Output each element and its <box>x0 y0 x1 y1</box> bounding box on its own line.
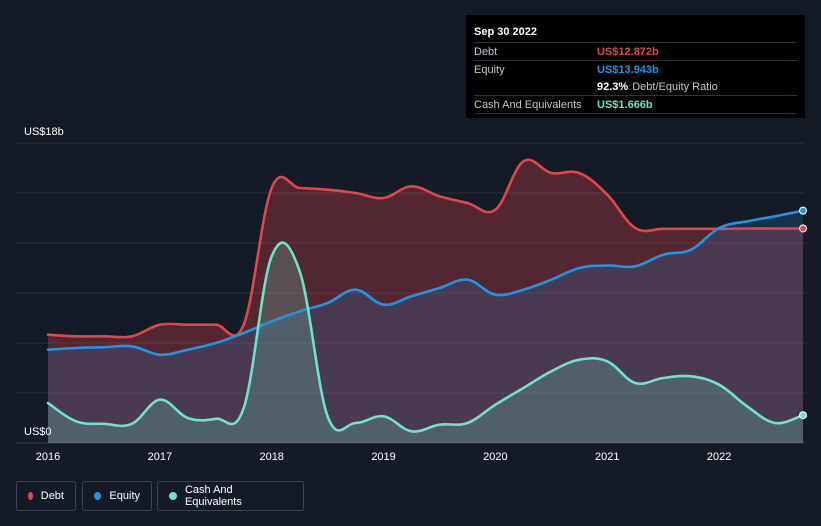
tooltip-cash-value: US$1.666b <box>597 98 653 111</box>
tooltip-equity-row: Equity US$13.943b <box>474 60 797 78</box>
x-axis-tick-label: 2020 <box>483 451 507 463</box>
x-axis-tick-label: 2017 <box>148 451 172 463</box>
tooltip-equity-value: US$13.943b <box>597 63 659 76</box>
tooltip-cash-row: Cash And Equivalents US$1.666b <box>474 95 797 114</box>
tooltip-date: Sep 30 2022 <box>474 26 537 38</box>
legend-item-equity[interactable]: Equity <box>82 481 152 511</box>
tooltip-equity-label: Equity <box>474 63 505 76</box>
cash-and-equivalents-line <box>46 241 805 433</box>
cash-and-equivalents-area <box>48 242 803 443</box>
debt-area <box>48 159 803 444</box>
debt-line <box>46 158 805 339</box>
series-end-markers <box>799 206 807 420</box>
y-axis-bottom-label: US$0 <box>24 426 52 438</box>
equity-end-marker <box>799 206 807 215</box>
axis-labels: US$18b US$0 2016 2017 2018 2019 2020 2021 2022 <box>24 126 731 463</box>
x-axis-tick-label: 2018 <box>259 451 283 463</box>
equity-area <box>48 210 803 443</box>
debt-end-marker <box>799 224 807 233</box>
tooltip-ratio-label: Debt/Equity Ratio <box>632 80 718 93</box>
x-axis-tick-label: 2021 <box>595 451 619 463</box>
cash-and-equivalents-end-marker <box>799 411 807 420</box>
tooltip-cash-label: Cash And Equivalents <box>474 98 582 111</box>
equity-line <box>46 209 805 357</box>
x-axis-tick-label: 2016 <box>36 451 60 463</box>
tooltip-debt-value: US$12.872b <box>597 45 659 58</box>
x-axis-tick-label: 2019 <box>371 451 395 463</box>
x-axis-tick-label: 2022 <box>707 451 731 463</box>
tooltip-ratio-value: 92.3% <box>597 80 629 93</box>
legend-cash-label: Cash And Equivalents <box>184 484 242 508</box>
series-areas <box>48 159 803 444</box>
tooltip-debt-row: Debt US$12.872b <box>474 42 797 60</box>
tooltip-ratio-row: 92.3% Debt/Equity Ratio <box>474 78 797 95</box>
debt-legend-dot <box>28 492 33 500</box>
equity-legend-dot <box>94 492 102 500</box>
legend-item-cash[interactable]: Cash And Equivalents <box>157 481 304 511</box>
tooltip-panel: Sep 30 2022 Debt US$12.872b Equity US$13… <box>466 15 805 118</box>
y-axis-top-label: US$18b <box>24 126 64 138</box>
legend-item-debt[interactable]: Debt <box>16 481 76 511</box>
tooltip-debt-label: Debt <box>474 45 498 58</box>
cash-legend-dot <box>169 492 177 500</box>
legend-debt-label: Debt <box>40 490 64 502</box>
gridlines <box>16 142 805 444</box>
legend-equity-label: Equity <box>109 490 140 502</box>
series-lines <box>46 158 805 433</box>
